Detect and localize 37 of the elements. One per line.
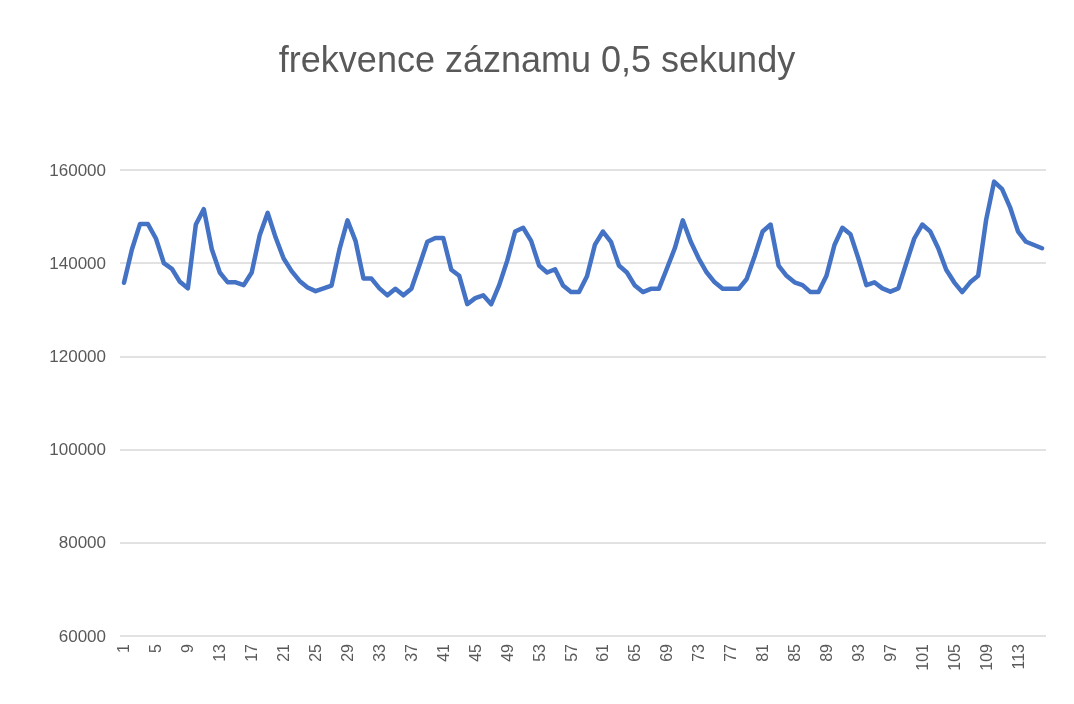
x-tick-label: 77: [722, 643, 740, 662]
x-tick-label: 29: [339, 643, 357, 662]
y-tick-label: 100000: [49, 440, 106, 460]
x-tick-label: 37: [402, 643, 420, 662]
x-tick-label: 85: [786, 643, 804, 662]
x-tick-label: 93: [849, 643, 867, 662]
x-tick-label: 21: [275, 643, 293, 662]
x-tick-label: 5: [147, 643, 165, 653]
x-tick-label: 69: [658, 643, 676, 662]
x-tick-label: 9: [179, 643, 197, 653]
x-tick-label: 109: [977, 643, 995, 671]
x-tick-label: 17: [243, 643, 261, 662]
line-series: [121, 179, 1045, 307]
x-tick-label: 97: [881, 643, 899, 662]
x-tick-label: 53: [530, 643, 548, 662]
x-tick-label: 57: [562, 643, 580, 662]
x-tick-label: 41: [434, 643, 452, 662]
x-tick-label: 101: [913, 643, 931, 671]
x-tick-label: 25: [307, 643, 325, 662]
y-tick-label: 140000: [49, 253, 106, 273]
x-tick-label: 65: [626, 643, 644, 662]
y-tick-label: 60000: [58, 626, 106, 646]
x-tick-label: 49: [498, 643, 516, 662]
y-tick-label: 80000: [58, 533, 106, 553]
y-tick-label: 120000: [49, 346, 106, 366]
x-tick-label: 13: [211, 643, 229, 662]
x-tick-label: 33: [370, 643, 388, 662]
x-tick-label: 105: [945, 643, 963, 671]
y-tick-label: 160000: [49, 160, 106, 180]
x-tick-label: 113: [1009, 643, 1027, 670]
x-tick-label: 61: [594, 643, 612, 662]
x-tick-label: 1: [115, 643, 133, 653]
chart-title: frekvence záznamu 0,5 sekundy: [278, 38, 796, 80]
x-tick-label: 89: [817, 643, 835, 662]
x-tick-label: 81: [754, 643, 772, 662]
x-tick-label: 45: [466, 643, 484, 662]
x-tick-label: 73: [690, 643, 708, 662]
